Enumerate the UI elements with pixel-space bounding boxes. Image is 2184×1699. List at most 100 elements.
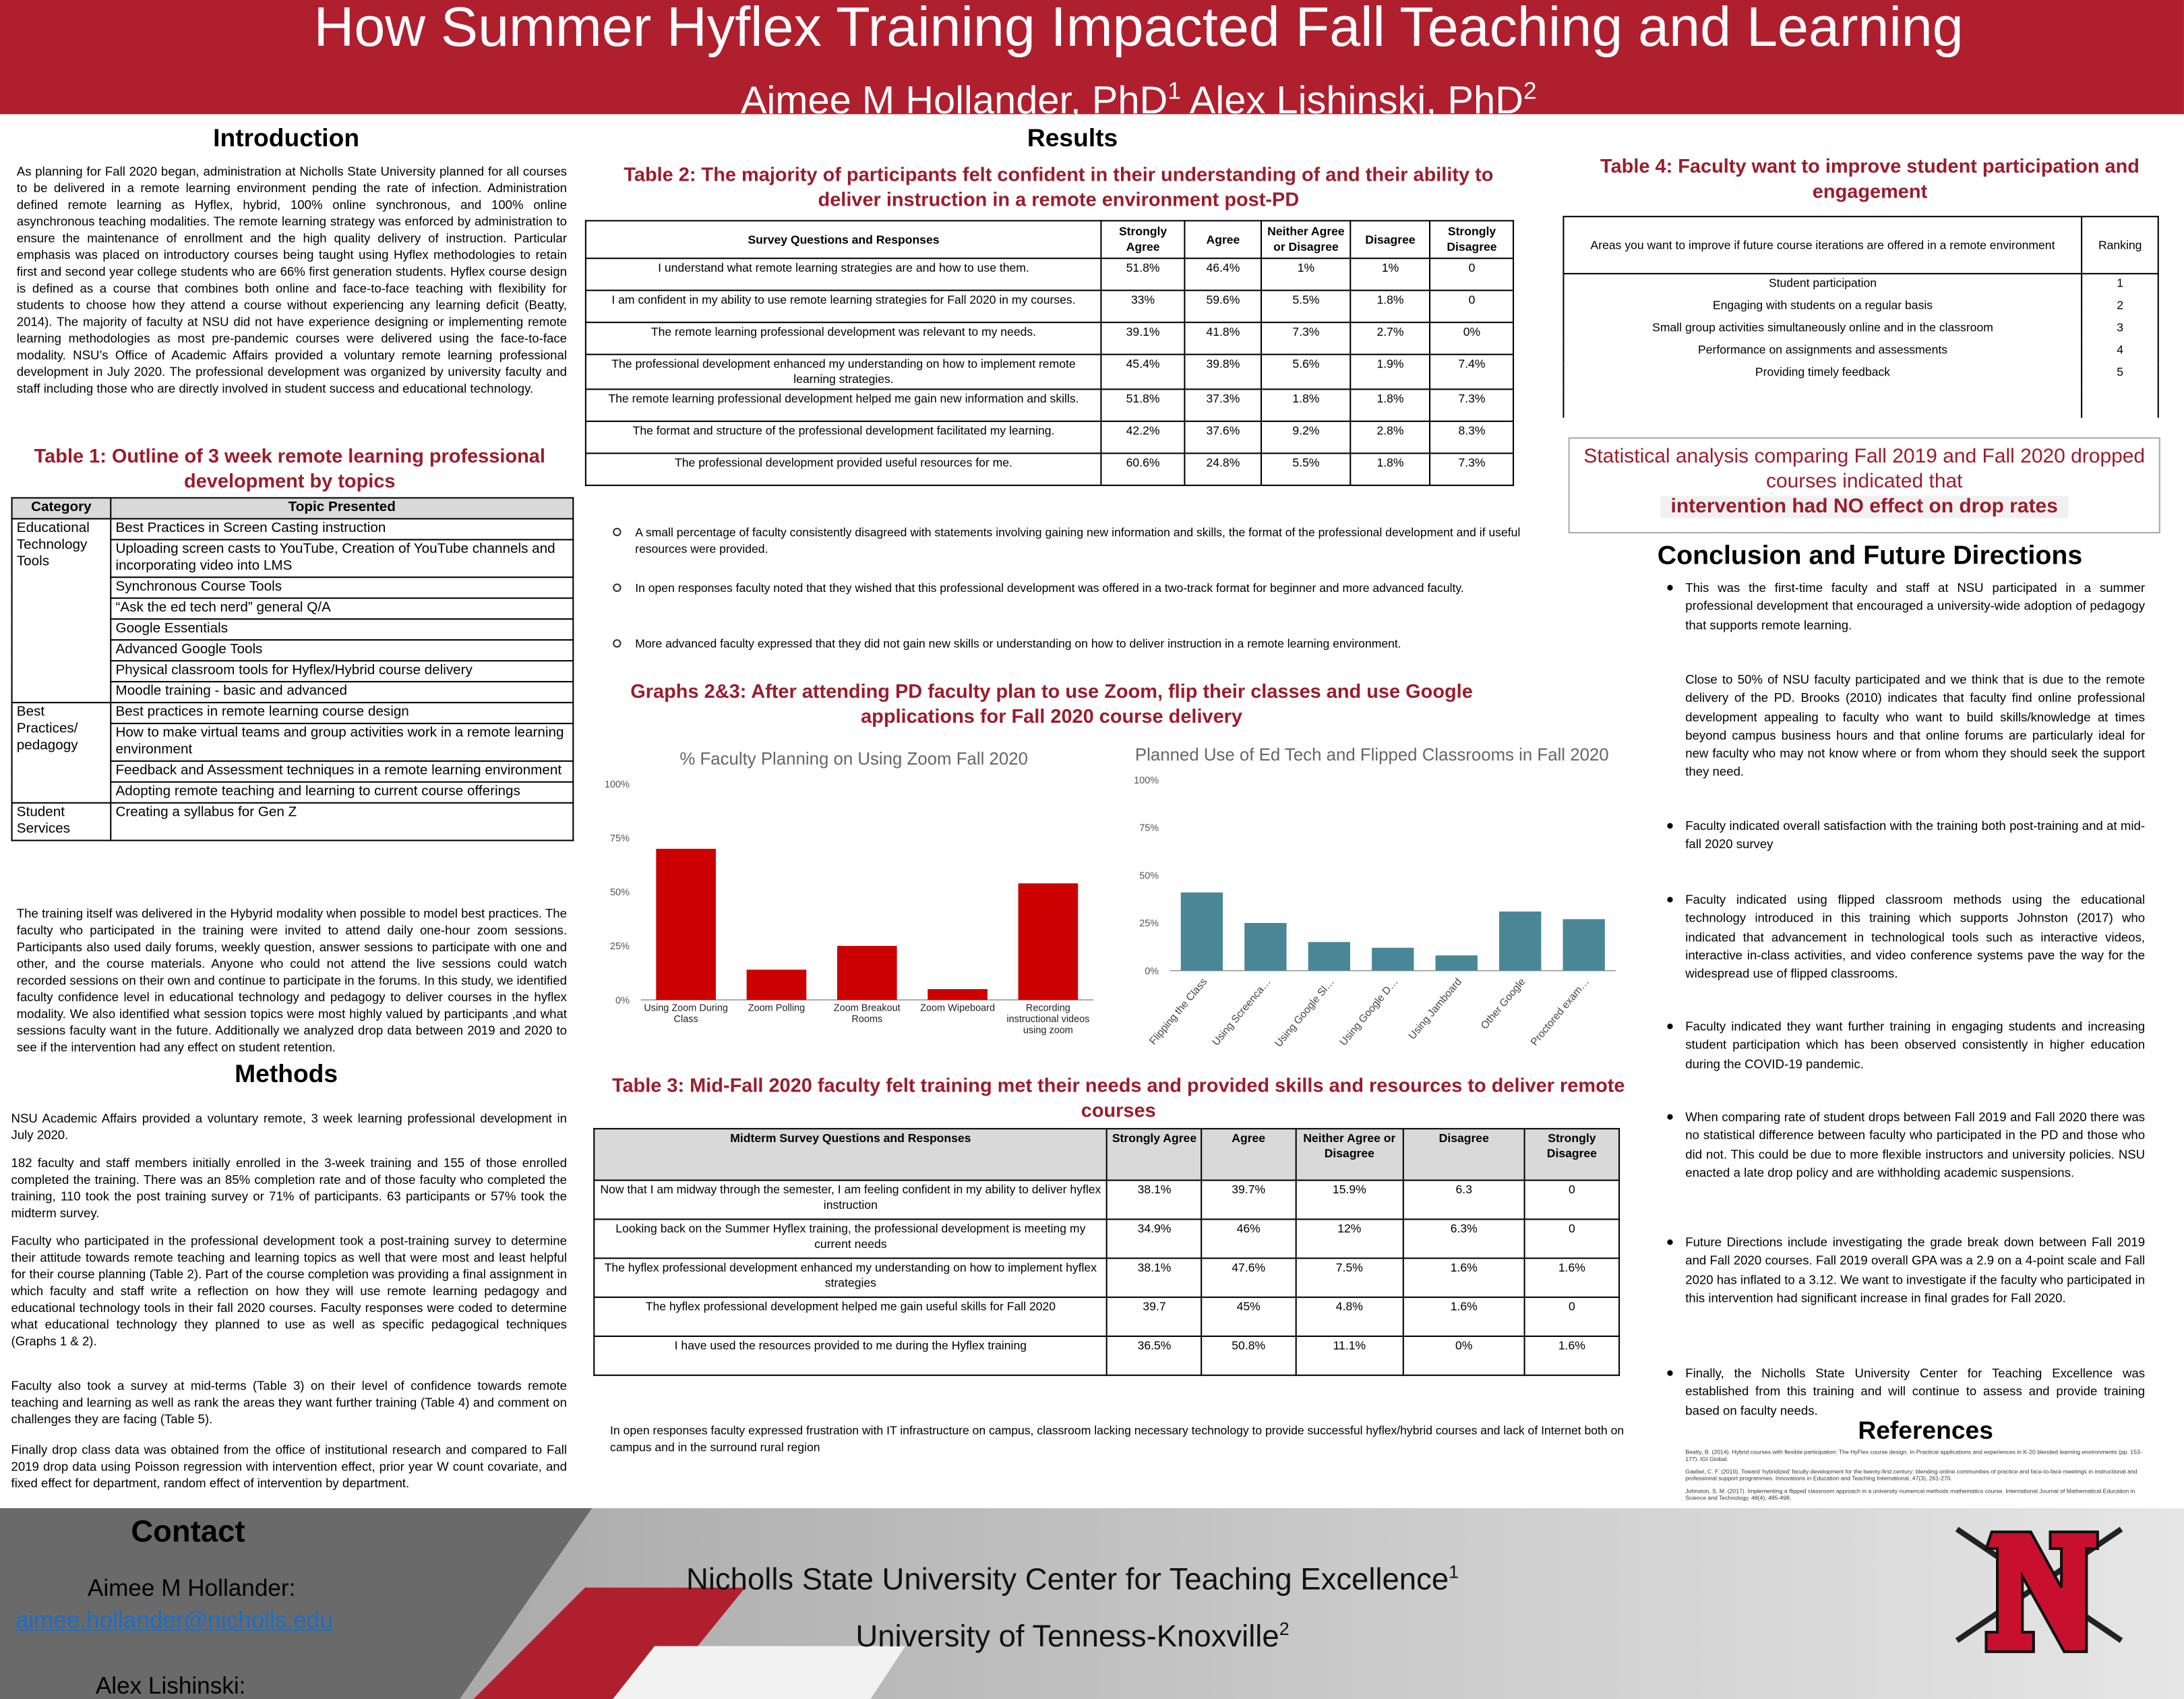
contact-name: Aimee M Hollander:	[87, 1575, 296, 1602]
table-row: Feedback and Assessment techniques in a …	[12, 760, 574, 783]
table-cell: 41.8%	[1184, 322, 1263, 355]
table-cell: Physical classroom tools for Hyflex/Hybr…	[110, 660, 574, 683]
table-row: Advanced Google Tools	[12, 639, 574, 662]
affiliation: Nicholls State University Center for Tea…	[557, 1551, 1588, 1601]
table-cell: 0	[1523, 1218, 1620, 1259]
table-cell: Performance on assignments and assessmen…	[1563, 341, 2083, 364]
table-row: I have used the resources provided to me…	[593, 1335, 1620, 1376]
section-heading: Conclusion and Future Directions	[1657, 541, 2083, 571]
table-row: Adopting remote teaching and learning to…	[12, 781, 574, 804]
table-cell: 2.8%	[1349, 420, 1431, 454]
table-cell: Google Essentials	[110, 618, 574, 641]
paragraph: The training itself was delivered in the…	[16, 906, 567, 1054]
table-row: I am confident in my ability to use remo…	[584, 289, 1515, 324]
table-cell: 1.8%	[1349, 388, 1431, 422]
table-cell: 38.1%	[1106, 1179, 1203, 1220]
x-tick-label: Flipping the Class	[1147, 976, 1209, 1047]
table-cell: Looking back on the Summer Hyflex traini…	[593, 1218, 1108, 1259]
table-cell: 7.3%	[1261, 322, 1352, 355]
table-row: Looking back on the Summer Hyflex traini…	[593, 1218, 1620, 1259]
affiliation-mark: 1	[1449, 1561, 1459, 1582]
bar	[1018, 883, 1079, 1001]
table-cell: 51.8%	[1101, 388, 1186, 422]
table-title: Table 1: Outline of 3 week remote learni…	[34, 444, 545, 492]
table-cell: Best Practices/ pedagogy	[11, 702, 112, 804]
table-title: Table 4: Faculty want to improve student…	[1600, 154, 2140, 202]
y-tick-label: 100%	[1134, 775, 1159, 786]
table-cell: I have used the resources provided to me…	[593, 1335, 1108, 1376]
table-row: “Ask the ed tech nerd” general Q/A	[12, 597, 574, 620]
section-heading: Methods	[235, 1059, 338, 1088]
y-tick-label: 50%	[610, 887, 630, 898]
bullet: A small percentage of faculty consistent…	[613, 524, 1526, 558]
table-header: Topic Presented	[110, 497, 574, 520]
table-cell: 4	[2081, 341, 2159, 364]
x-tick-label: Proctored exam…	[1529, 976, 1591, 1048]
table-cell: Educational Technology Tools	[11, 518, 112, 704]
paragraph: Finally drop class data was obtained fro…	[11, 1442, 567, 1491]
table-cell: 7.3%	[1429, 388, 1515, 422]
y-tick-label: 25%	[610, 941, 630, 952]
table-cell: 39.7%	[1201, 1179, 1296, 1220]
table-cell: Feedback and Assessment techniques in a …	[110, 760, 574, 783]
table-cell: 37.6%	[1184, 420, 1263, 454]
paragraph: NSU Academic Affairs provided a voluntar…	[11, 1111, 567, 1142]
bar	[837, 946, 897, 1001]
table-cell: 0	[1523, 1179, 1620, 1220]
table-cell: 6.3	[1402, 1179, 1525, 1220]
table-row: Google Essentials	[12, 618, 574, 641]
bullet: More advanced faculty expressed that the…	[613, 635, 1526, 652]
table-cell: 1	[2081, 273, 2159, 297]
table-row: The hyflex professional development help…	[593, 1296, 1620, 1337]
table-cell: The professional development enhanced my…	[584, 353, 1103, 390]
x-tick-label: Using Screenca…	[1210, 976, 1273, 1048]
table-cell: 1.6%	[1402, 1257, 1525, 1299]
table: Survey Questions and Responses Strongly A…	[584, 220, 1515, 486]
chart-title: % Faculty Planning on Using Zoom Fall 20…	[679, 750, 1028, 769]
table-cell: The hyflex professional development help…	[593, 1296, 1108, 1337]
table-cell: 39.1%	[1101, 322, 1186, 355]
affiliation: University of Tenness-Knoxville2	[557, 1609, 1588, 1658]
bar	[1244, 922, 1287, 971]
reference: Gaebel, C. F. (2010). Toward 'hybridized…	[1685, 1468, 2137, 1483]
x-tick-label: Recording instructional videos using zoo…	[1006, 1004, 1090, 1036]
table-row: Category Topic Presented	[11, 497, 574, 520]
bar	[656, 848, 716, 1001]
table-cell: Best practices in remote learning course…	[110, 702, 574, 725]
y-tick-label: 50%	[1139, 870, 1159, 881]
author: Aimee M Hollander, PhD	[740, 78, 1168, 122]
table-header: Strongly Disagree	[1429, 220, 1515, 260]
table-cell: 1.8%	[1349, 452, 1431, 486]
table-header: Disagree	[1349, 220, 1431, 260]
table-cell: 50.8%	[1201, 1335, 1296, 1376]
table-header: Strongly Agree	[1106, 1128, 1203, 1181]
bar	[1180, 892, 1223, 971]
table-cell: 7.5%	[1294, 1257, 1404, 1299]
table-cell: 0	[1429, 289, 1515, 324]
table-row: The remote learning professional develop…	[584, 388, 1515, 422]
table-cell: 1.6%	[1402, 1296, 1525, 1337]
table-cell: Adopting remote teaching and learning to…	[110, 781, 574, 804]
bar	[1435, 955, 1478, 971]
table-cell: 47.6%	[1201, 1257, 1296, 1299]
table-cell: Now that I am midway through the semeste…	[593, 1179, 1108, 1220]
table-cell: 45.4%	[1101, 353, 1186, 390]
table-cell: Creating a syllabus for Gen Z	[110, 802, 574, 841]
footer-stripe	[613, 1646, 906, 1699]
table-cell: 5	[2081, 363, 2159, 386]
poster-title: How Summer Hyflex Training Impacted Fall…	[313, 0, 1964, 59]
table-row: The hyflex professional development enha…	[593, 1257, 1620, 1299]
table-cell: 5.5%	[1261, 289, 1352, 324]
table-header: Midterm Survey Questions and Responses	[593, 1128, 1108, 1181]
table-cell: Best Practices in Screen Casting instruc…	[110, 518, 574, 541]
table-header: Strongly Disagree	[1523, 1128, 1620, 1181]
table-cell: 1.8%	[1349, 289, 1431, 324]
table-cell: 11.1%	[1294, 1335, 1404, 1376]
table-row: The remote learning professional develop…	[584, 322, 1515, 355]
bar	[1499, 911, 1542, 971]
table-cell: 36.5%	[1106, 1335, 1203, 1376]
x-tick-label: Zoom Wipeboard	[920, 1004, 996, 1014]
affiliation-name: University of Tenness-Knoxville	[855, 1618, 1279, 1654]
contact-email[interactable]: aimee.hollander@nicholls.edu	[15, 1607, 333, 1634]
reference: Johnston, S. M. (2017). Implementing a f…	[1685, 1487, 2135, 1502]
